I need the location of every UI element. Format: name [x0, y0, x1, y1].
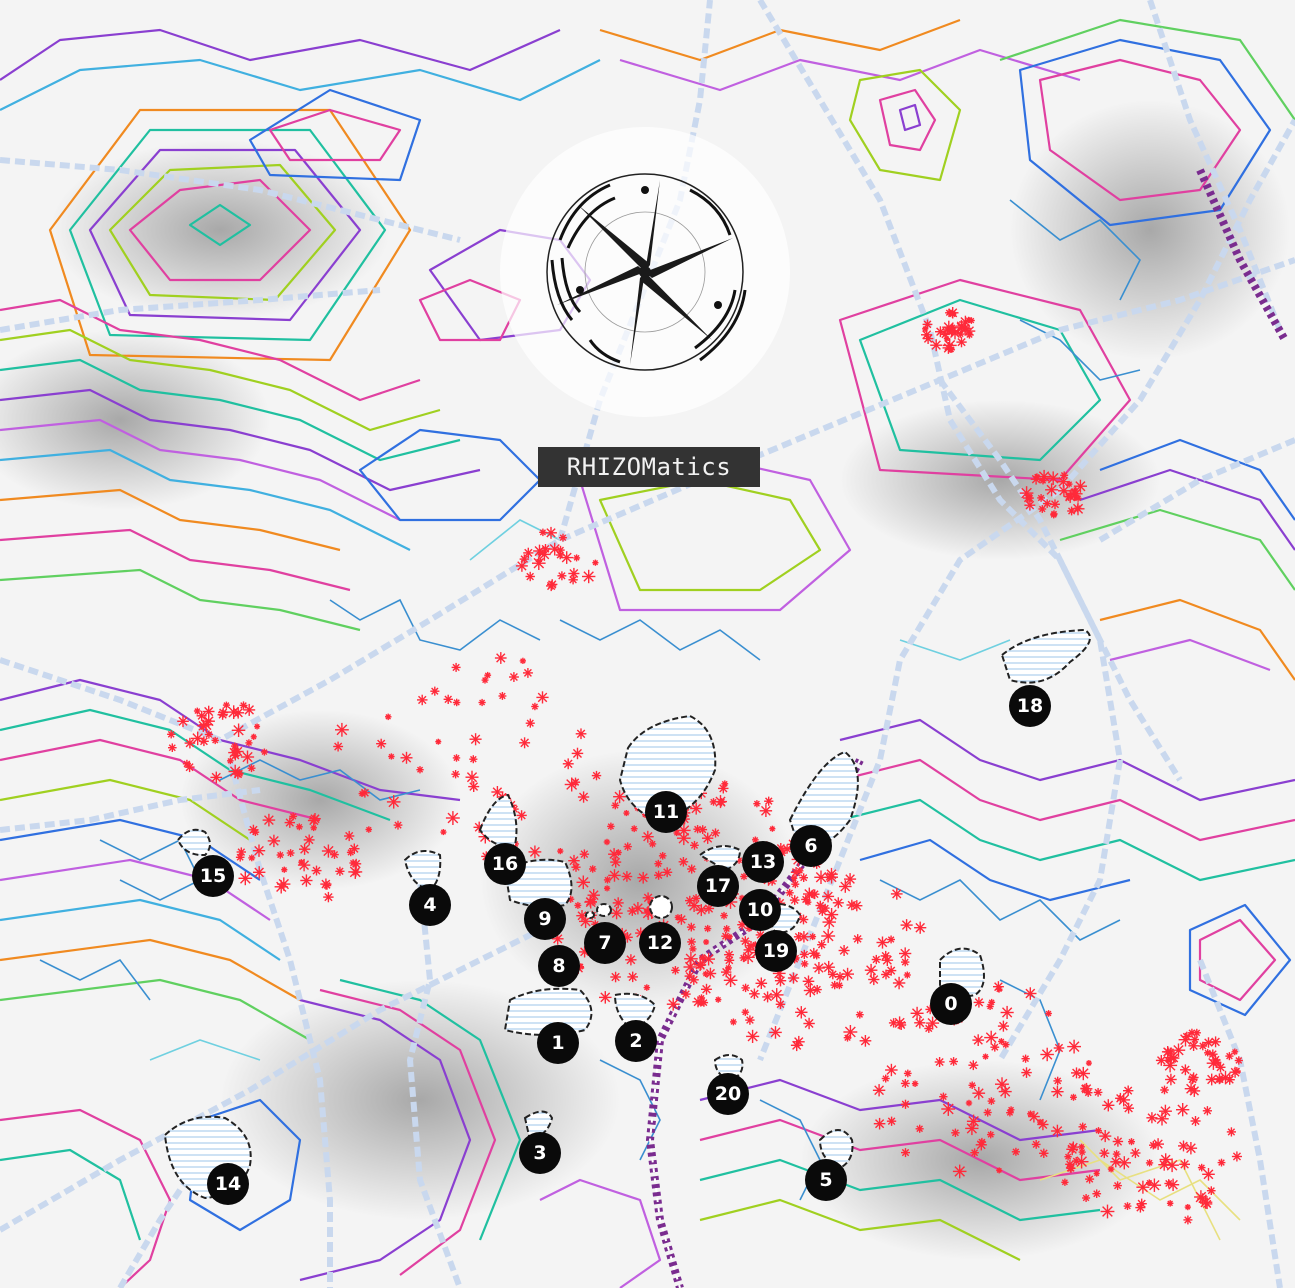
- site-marker-10[interactable]: 10: [739, 889, 781, 931]
- street-network: [39, 199, 1241, 1241]
- site-marker-14[interactable]: 14: [207, 1163, 249, 1205]
- site-marker-12[interactable]: 12: [639, 922, 681, 964]
- contour-lines: [0, 18, 1295, 1288]
- site-marker-7[interactable]: 7: [584, 922, 626, 964]
- site-marker-16[interactable]: 16: [484, 843, 526, 885]
- site-marker-1[interactable]: 1: [537, 1022, 579, 1064]
- site-marker-20[interactable]: 20: [707, 1073, 749, 1115]
- compass-rose-icon: [500, 127, 790, 417]
- site-marker-17[interactable]: 17: [697, 865, 739, 907]
- site-marker-13[interactable]: 13: [742, 841, 784, 883]
- site-marker-18[interactable]: 18: [1009, 685, 1051, 727]
- site-marker-8[interactable]: 8: [538, 945, 580, 987]
- site-marker-11[interactable]: 11: [645, 791, 687, 833]
- site-marker-0[interactable]: 0: [930, 983, 972, 1025]
- site-marker-5[interactable]: 5: [805, 1159, 847, 1201]
- site-marker-6[interactable]: 6: [790, 825, 832, 867]
- site-marker-4[interactable]: 4: [409, 884, 451, 926]
- site-marker-15[interactable]: 15: [192, 855, 234, 897]
- site-marker-3[interactable]: 3: [519, 1132, 561, 1174]
- map-title: RHIZOMatics: [538, 447, 760, 487]
- site-marker-9[interactable]: 9: [524, 898, 566, 940]
- site-marker-19[interactable]: 19: [755, 930, 797, 972]
- site-marker-2[interactable]: 2: [615, 1020, 657, 1062]
